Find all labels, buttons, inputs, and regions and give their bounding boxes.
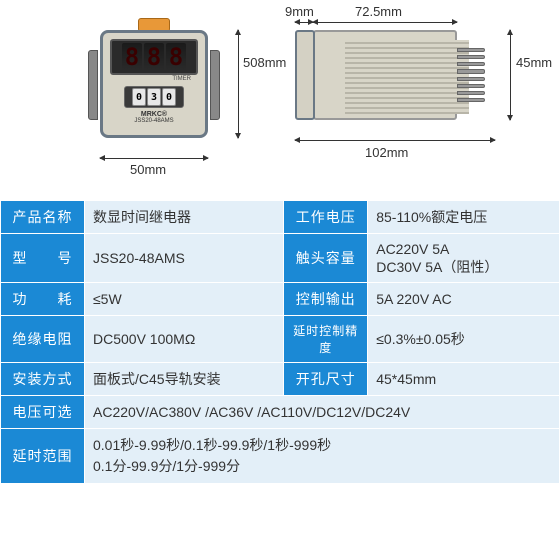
spec-header: 工作电压: [284, 201, 368, 234]
dim-72mm: 72.5mm: [355, 4, 402, 19]
digit-2: [144, 43, 164, 71]
spec-value-wide: 0.01秒-9.99秒/0.1秒-99.9秒/1秒-999秒 0.1分-99.9…: [85, 429, 560, 484]
side-front-panel: [295, 30, 315, 120]
spec-value: ≤0.3%±0.05秒: [368, 316, 560, 363]
mounting-clip-right: [210, 50, 220, 120]
table-row: 绝缘电阻 DC500V 100MΩ 延时控制精度 ≤0.3%±0.05秒: [1, 316, 560, 363]
dim-line-508mm: [238, 30, 239, 138]
dim-9mm: 9mm: [285, 4, 314, 19]
wheel-3: 0: [162, 88, 176, 106]
timer-text: TIMER: [172, 76, 191, 82]
timer-side-view: [295, 30, 495, 120]
table-row: 电压可选 AC220V/AC380V /AC36V /AC110V/DC12V/…: [1, 396, 560, 429]
spec-header: 延时范围: [1, 429, 85, 484]
vent-slots: [345, 40, 469, 114]
dim-line-72mm: [313, 22, 457, 23]
spec-header: 控制输出: [284, 283, 368, 316]
spec-value: 数显时间继电器: [85, 201, 284, 234]
dim-line-9mm: [295, 22, 313, 23]
dim-front-height: 508mm: [243, 55, 286, 70]
spec-value: DC500V 100MΩ: [85, 316, 284, 363]
table-row: 功 耗 ≤5W 控制输出 5A 220V AC: [1, 283, 560, 316]
wheel-1: 0: [132, 88, 146, 106]
dim-line-50mm: [100, 158, 208, 159]
table-row: 产品名称 数显时间继电器 工作电压 85-110%额定电压: [1, 201, 560, 234]
spec-header: 绝缘电阻: [1, 316, 85, 363]
dim-front-width: 50mm: [130, 162, 166, 177]
spec-header: 产品名称: [1, 201, 85, 234]
thumbwheel-setter: 0 3 0: [124, 86, 184, 108]
side-body: [313, 30, 457, 120]
dim-line-102mm: [295, 140, 495, 141]
table-row: 型 号 JSS20-48AMS 触头容量 AC220V 5A DC30V 5A（…: [1, 234, 560, 283]
spec-header: 电压可选: [1, 396, 85, 429]
mounting-clip-left: [88, 50, 98, 120]
dim-line-45mm: [510, 30, 511, 120]
terminal-pins: [457, 48, 495, 102]
wheel-2: 3: [147, 88, 161, 106]
brand-label: MRKC®: [141, 111, 167, 118]
table-row: 延时范围 0.01秒-9.99秒/0.1秒-99.9秒/1秒-999秒 0.1分…: [1, 429, 560, 484]
seven-segment-display: [110, 39, 198, 75]
specifications-table: 产品名称 数显时间继电器 工作电压 85-110%额定电压 型 号 JSS20-…: [0, 200, 560, 484]
spec-value: 5A 220V AC: [368, 283, 560, 316]
spec-value: JSS20-48AMS: [85, 234, 284, 283]
spec-value: 45*45mm: [368, 363, 560, 396]
digit-3: [166, 43, 186, 71]
table-row: 安装方式 面板式/C45导轨安装 开孔尺寸 45*45mm: [1, 363, 560, 396]
digit-1: [122, 43, 142, 71]
product-diagram: TIMER 0 3 0 MRKC® JSS20-48AMS 50mm 508mm…: [0, 0, 560, 200]
spec-header: 功 耗: [1, 283, 85, 316]
spec-header: 触头容量: [284, 234, 368, 283]
dim-45mm: 45mm: [516, 55, 552, 70]
spec-header: 开孔尺寸: [284, 363, 368, 396]
dim-102mm: 102mm: [365, 145, 408, 160]
spec-value: 面板式/C45导轨安装: [85, 363, 284, 396]
spec-value: ≤5W: [85, 283, 284, 316]
spec-header: 安装方式: [1, 363, 85, 396]
spec-value: 85-110%额定电压: [368, 201, 560, 234]
timer-front-view: TIMER 0 3 0 MRKC® JSS20-48AMS: [100, 30, 208, 138]
spec-value: AC220V 5A DC30V 5A（阻性）: [368, 234, 560, 283]
model-label: JSS20-48AMS: [134, 118, 173, 124]
spec-value-wide: AC220V/AC380V /AC36V /AC110V/DC12V/DC24V: [85, 396, 560, 429]
spec-header: 延时控制精度: [284, 316, 368, 363]
spec-header: 型 号: [1, 234, 85, 283]
